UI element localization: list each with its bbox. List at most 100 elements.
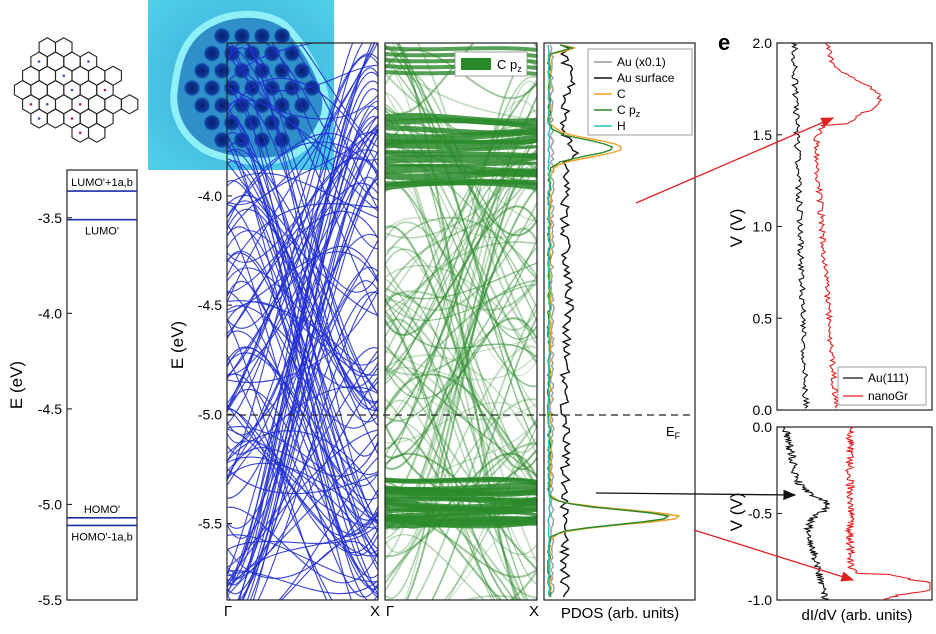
sts-tick-label: 0.0 [753, 419, 773, 435]
fat-band-line [385, 398, 537, 592]
band-line [227, 433, 378, 597]
fat-band-line [385, 610, 537, 634]
band-line [227, 223, 378, 598]
band-line [227, 200, 378, 404]
stm-pore [274, 62, 290, 79]
fat-band-line [443, 425, 537, 600]
sts-tick-label: -1.0 [748, 592, 772, 608]
fat-band-line [385, 82, 537, 374]
molecule-ring [30, 108, 48, 129]
fat-band-strong [385, 178, 537, 191]
fat-band-line [385, 418, 537, 584]
band-tick-label: -5.0 [198, 406, 222, 422]
band-line [227, 524, 378, 551]
fat-band-line [385, 401, 537, 444]
molecule-atom-marker [70, 117, 74, 120]
band-line [227, 67, 378, 586]
band-line [238, 43, 364, 600]
molecule-atom-marker [46, 103, 49, 106]
molecule-ring [120, 94, 139, 115]
band-energy-axis-label: E (eV) [168, 321, 187, 369]
molecule-ring [104, 94, 122, 115]
molecule-ring [87, 122, 106, 143]
band-line [227, 203, 378, 277]
fat-band-line [385, 150, 537, 554]
band-line [227, 105, 378, 444]
stm-pore [254, 28, 270, 44]
band-line [227, 210, 378, 340]
fat-band-line [385, 281, 537, 376]
stm-pore [194, 97, 210, 114]
fat-band-line [385, 350, 537, 381]
fat-band-line [385, 318, 527, 600]
stm-pore [214, 97, 230, 114]
band-line [227, 534, 378, 583]
stm-pore [194, 62, 210, 79]
molecule-atom-marker [70, 88, 74, 92]
stm-pore [184, 80, 200, 96]
band-line [227, 352, 378, 475]
sts-top-axis-label: V (V) [727, 209, 746, 248]
fat-band-line [385, 202, 537, 311]
band-line [227, 77, 378, 167]
pdos-legend: Au (x0.1) Au surface C C pzH [587, 48, 693, 136]
fat-band-line [385, 132, 537, 376]
fat-band-line [385, 293, 537, 478]
fat-band-line [385, 185, 537, 585]
band-line [227, 180, 378, 523]
fat-band-line [385, 55, 537, 122]
band-line [230, 43, 378, 550]
sts-tick-label: 0.0 [753, 402, 773, 418]
molecule-ring [79, 51, 98, 72]
band-line [227, 252, 378, 595]
fat-band-strong [385, 516, 537, 529]
molecule-atom-marker [78, 103, 82, 106]
fat-band-strong [385, 117, 537, 131]
band-line [239, 291, 378, 600]
fat-band-line [385, 337, 537, 421]
stm-pore [294, 62, 310, 79]
band-line [227, 129, 378, 412]
fat-band-line [385, 225, 537, 471]
band-tick-label: -4.5 [198, 297, 222, 313]
band-line [227, 123, 378, 237]
legend-label-nanogr: nanoGr [868, 389, 908, 403]
fat-band-line [385, 292, 529, 600]
band-line [227, 570, 378, 595]
fat-band-line [509, 570, 537, 600]
stm-pore [254, 97, 270, 114]
band-line [227, 330, 378, 599]
stm-pore [234, 28, 250, 44]
fat-band-line [385, 298, 537, 359]
band-line [227, 506, 378, 584]
band-line [227, 98, 378, 412]
band-line [227, 489, 378, 579]
fat-band-line [385, 275, 537, 311]
band-line [227, 158, 378, 393]
energy-level-label: LUMO'+1a,b [71, 177, 133, 189]
stm-pore [214, 28, 230, 44]
band-line [227, 373, 378, 556]
band-line [245, 43, 378, 318]
stm-pore [204, 45, 220, 62]
panel-letter: e [718, 30, 730, 55]
band-line [227, 456, 378, 557]
fat-band-line [385, 66, 537, 559]
energy-tick-label: -4.0 [38, 305, 62, 321]
molecule-ring [38, 37, 57, 58]
band-line [227, 440, 378, 535]
band-line [227, 440, 378, 478]
band-line [278, 457, 378, 600]
fat-band-line [385, 175, 537, 387]
arrow-lumo-to-sts [635, 117, 835, 204]
sts-line-au [781, 426, 831, 600]
energy-level-label: LUMO' [85, 226, 119, 238]
band-line [227, 53, 378, 408]
sts-bottom-axis-label: V (V) [727, 493, 746, 532]
band-line [227, 267, 378, 366]
band-line [271, 43, 378, 250]
band-line [227, 43, 378, 201]
molecule-ring [54, 37, 73, 58]
fat-band-line [385, 215, 537, 239]
fat-band-strong [385, 169, 537, 181]
